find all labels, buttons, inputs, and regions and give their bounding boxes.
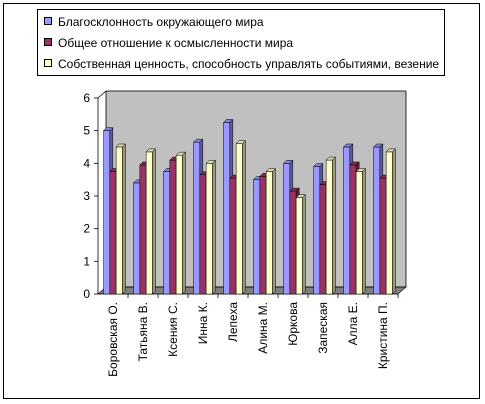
bar-side (242, 140, 246, 295)
bar (343, 146, 351, 295)
bar (313, 166, 321, 295)
y-tick-label: 5 (83, 124, 90, 138)
bar (319, 184, 327, 295)
y-tick-label: 3 (83, 189, 90, 203)
bar-side (392, 148, 396, 295)
bar (193, 141, 201, 295)
bar (169, 159, 177, 295)
x-tick-label: Алла Е. (346, 302, 360, 345)
bar (115, 146, 123, 295)
legend-swatch-series-1 (44, 17, 52, 25)
bar (253, 179, 261, 295)
bar-side (122, 143, 126, 295)
bar (109, 171, 117, 295)
legend-label-series-2: Общее отношение к осмысленности мира (58, 36, 294, 50)
legend: Благосклонность окружающего мира Общее о… (37, 9, 445, 76)
y-tick-label: 1 (83, 254, 90, 268)
bar (373, 146, 381, 295)
x-tick-label: Татьяна В. (136, 302, 150, 361)
bar (289, 190, 297, 295)
bar (223, 122, 231, 295)
bar-side (302, 194, 306, 295)
bar (295, 197, 303, 295)
bar (325, 159, 333, 295)
bar (145, 151, 153, 295)
x-tick-label: Лепеха (226, 302, 240, 342)
bar (199, 174, 207, 295)
bar (283, 163, 291, 295)
bar-side (152, 148, 156, 295)
bar (235, 143, 243, 295)
y-tick-label: 2 (83, 222, 90, 236)
y-axis-depth-line (97, 90, 107, 99)
bar (355, 171, 363, 295)
bar (379, 177, 387, 295)
x-tick-label: Ксения С. (166, 302, 180, 357)
x-tick-label: Запеская (316, 302, 330, 354)
x-tick-label: Алина М. (256, 302, 270, 354)
y-tick-label: 0 (83, 287, 90, 301)
bar-side (332, 156, 336, 295)
legend-swatch-series-3 (44, 59, 52, 67)
bar (175, 154, 183, 295)
bar (139, 164, 147, 295)
bar (205, 163, 213, 295)
bar (349, 164, 357, 295)
bar (133, 182, 141, 295)
bar (265, 171, 273, 295)
bar (103, 130, 111, 295)
bar (259, 176, 267, 295)
legend-swatch-series-2 (44, 38, 52, 46)
y-tick-label: 4 (83, 156, 90, 170)
bar-side (362, 167, 366, 295)
x-tick-label: Инна К. (196, 302, 210, 344)
bar-side (272, 167, 276, 295)
y-tick-label: 6 (83, 91, 90, 105)
bar (163, 171, 171, 295)
legend-label-series-3: Собственная ценность, способность управл… (58, 57, 440, 71)
bar (229, 177, 237, 295)
x-tick-label: Кристина П. (376, 302, 390, 369)
bar (385, 151, 393, 295)
bar-side (182, 151, 186, 295)
x-tick-label: Юркова (286, 302, 300, 346)
x-tick-label: Боровская О. (106, 302, 120, 377)
bar-side (212, 159, 216, 295)
legend-label-series-1: Благосклонность окружающего мира (58, 15, 264, 29)
